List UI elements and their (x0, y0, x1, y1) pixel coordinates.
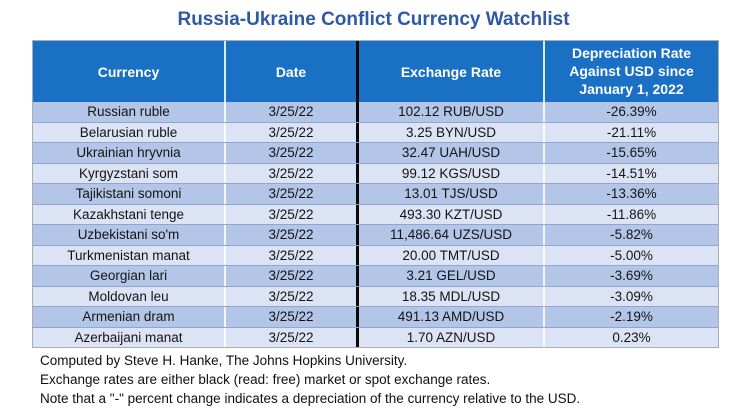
cell-currency: Georgian lari (89, 268, 168, 284)
cell-date: 3/25/22 (224, 184, 356, 204)
cell-currency: Kazakhstani tenge (72, 206, 185, 222)
cell-depreciation: -15.65% (543, 143, 718, 163)
cell-date: 3/25/22 (224, 102, 356, 122)
cell-rate: 13.01 TJS/USD (356, 184, 543, 204)
cell-rate: 3.21 GEL/USD (356, 266, 543, 286)
cell-rate: 18.35 MDL/USD (356, 286, 543, 306)
table-row: Tajikistani somoni 3/25/22 13.01 TJS/USD -1… (33, 183, 718, 204)
cell-rate: 20.00 TMT/USD (356, 245, 543, 265)
header-exchange-rate: Exchange Rate (356, 41, 543, 102)
table-row: Moldovan leu 3/25/22 18.35 MDL/USD -3.09% (33, 285, 718, 306)
table-header-row: Currency Date Exchange Rate Depreciation… (33, 41, 718, 102)
cell-depreciation: -21.11% (543, 122, 718, 142)
cell-rate: 102.12 RUB/USD (356, 102, 543, 122)
cell-rate: 3.25 BYN/USD (356, 122, 543, 142)
cell-rate: 491.13 AMD/USD (356, 307, 543, 327)
table-row: Armenian dram 3/25/22 491.13 AMD/USD -2.19% (33, 306, 718, 327)
cell-depreciation: -26.39% (543, 102, 718, 122)
table-row: Belarusian ruble 3/25/22 3.25 BYN/USD -21.1… (33, 121, 718, 142)
cell-date: 3/25/22 (224, 245, 356, 265)
cell-depreciation: -5.82% (543, 225, 718, 245)
cell-rate: 99.12 KGS/USD (356, 163, 543, 183)
footnote-line: Note that a "-" percent change indicates… (40, 391, 581, 406)
cell-depreciation: -2.19% (543, 307, 718, 327)
table-row: Ukrainian hryvnia 3/25/22 32.47 UAH/USD -15… (33, 142, 718, 163)
cell-date: 3/25/22 (224, 266, 356, 286)
cell-rate: 1.70 AZN/USD (356, 327, 543, 347)
cell-date: 3/25/22 (224, 286, 356, 306)
cell-currency: Turkmenistan manat (67, 247, 190, 263)
cell-currency: Moldovan leu (88, 288, 169, 304)
cell-currency: Belarusian ruble (79, 124, 178, 140)
cell-date: 3/25/22 (224, 204, 356, 224)
table-row: Georgian lari 3/25/22 3.21 GEL/USD -3.69% (33, 265, 718, 286)
cell-rate: 11,486.64 UZS/USD (356, 225, 543, 245)
cell-currency: Tajikistani somoni (75, 186, 182, 202)
cell-depreciation: -11.86% (543, 204, 718, 224)
table-row: Russian ruble 3/25/22 102.12 RUB/USD -26.39… (33, 102, 718, 122)
table-row: Uzbekistani so'm 3/25/22 11,486.64 UZS/USD… (33, 224, 718, 245)
table-row: Azerbaijani manat 3/25/22 1.70 AZN/USD 0.23… (33, 326, 718, 347)
cell-date: 3/25/22 (224, 225, 356, 245)
cell-rate: 493.30 KZT/USD (356, 204, 543, 224)
cell-date: 3/25/22 (224, 143, 356, 163)
cell-currency: Uzbekistani so'm (77, 227, 180, 243)
table-row: Turkmenistan manat 3/25/22 20.00 TMT/USD -5… (33, 244, 718, 265)
footnote-line: Computed by Steve H. Hanke, The Johns Ho… (40, 353, 408, 368)
page-title: Russia-Ukraine Conflict Currency Watchli… (177, 9, 570, 30)
table-row: Kyrgyzstani som 3/25/22 99.12 KGS/USD -14.5… (33, 162, 718, 183)
header-currency: Currency (97, 63, 160, 80)
cell-depreciation: -5.00% (543, 245, 718, 265)
footnote-line: Exchange rates are either black (read: f… (40, 372, 491, 387)
cell-depreciation: -13.36% (543, 184, 718, 204)
cell-currency: Armenian dram (82, 309, 175, 325)
cell-date: 3/25/22 (224, 122, 356, 142)
cell-depreciation: 0.23% (543, 327, 718, 347)
cell-date: 3/25/22 (224, 327, 356, 347)
cell-currency: Kyrgyzstani som (78, 165, 179, 181)
cell-currency: Ukrainian hryvnia (76, 145, 181, 161)
cell-date: 3/25/22 (224, 307, 356, 327)
cell-depreciation: -3.69% (543, 266, 718, 286)
cell-date: 3/25/22 (224, 163, 356, 183)
cell-currency: Russian ruble (87, 104, 170, 120)
header-depreciation: Depreciation Rate Against USD since Janu… (543, 41, 718, 102)
table-body: Russian ruble 3/25/22 102.12 RUB/USD -26.39… (33, 102, 718, 347)
cell-rate: 32.47 UAH/USD (356, 143, 543, 163)
footnotes: Computed by Steve H. Hanke, The Johns Ho… (40, 351, 580, 408)
header-date: Date (224, 41, 356, 102)
cell-depreciation: -3.09% (543, 286, 718, 306)
cell-currency: Azerbaijani manat (74, 329, 183, 345)
table-row: Kazakhstani tenge 3/25/22 493.30 KZT/USD -1… (33, 203, 718, 224)
currency-watchlist-table: Currency Date Exchange Rate Depreciation… (32, 40, 719, 348)
cell-depreciation: -14.51% (543, 163, 718, 183)
